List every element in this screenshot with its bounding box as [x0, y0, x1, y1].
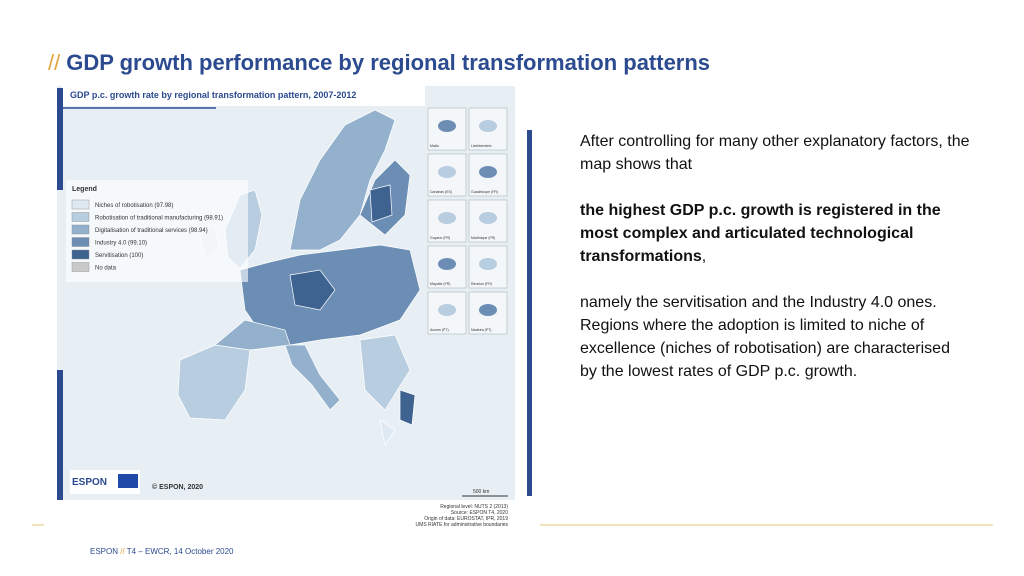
highlight-text: the highest GDP p.c. growth is registere… [580, 202, 941, 265]
legend-label: No data [95, 266, 117, 272]
inset-label: Malta [430, 144, 439, 148]
inset-label: Canarias (ES) [430, 190, 452, 194]
legend-swatch [71, 249, 90, 260]
inset-island [438, 258, 456, 270]
inset-island [438, 304, 456, 316]
body-paragraph: namely the servitisation and the Industr… [580, 294, 950, 380]
inset-label: Martinique (FR) [471, 236, 495, 240]
map-title: GDP p.c. growth rate by regional transfo… [70, 90, 356, 100]
legend-swatch [71, 224, 90, 235]
highlight-tail: , [701, 248, 707, 265]
title-text: GDP growth performance by regional trans… [66, 50, 711, 75]
accent-bar [527, 130, 532, 496]
inset-label: Liechtenstein [471, 144, 492, 148]
legend-box [66, 180, 248, 282]
accent-bar [57, 370, 63, 500]
espon-logo: ESPON [72, 477, 107, 488]
map-note: UMS RIATE for administrative boundaries [416, 522, 509, 528]
inset-frame [427, 199, 467, 243]
map-insets: Malta Liechtenstein Canarias (ES) Guadeloup… [427, 107, 508, 335]
legend-label: Digitalisation of traditional services (… [95, 228, 208, 234]
footer-brand: ESPON [90, 547, 119, 556]
legend-label: Niches of robotisation (97.98) [95, 203, 173, 209]
body-text: After controlling for many other explana… [580, 130, 970, 406]
inset-island [479, 166, 497, 178]
map-notes: Regional level: NUTS 2 (2013)Source: ESP… [416, 504, 509, 528]
inset-island [438, 212, 456, 224]
inset-island [479, 212, 497, 224]
legend-label: Servitisation (100) [95, 253, 143, 259]
accent-bar [57, 88, 63, 190]
legend-swatch [71, 199, 90, 210]
inset-island [479, 304, 497, 316]
inset-label: Madeira (PT) [471, 328, 491, 332]
highlight-paragraph: the highest GDP p.c. growth is registere… [580, 199, 970, 268]
slide-title: //GDP growth performance by regional tra… [48, 50, 710, 76]
inset-label: Guyane (FR) [430, 236, 450, 240]
inset-island [479, 120, 497, 132]
scale-label: 500 km [473, 489, 489, 495]
inset-island [479, 258, 497, 270]
eu-flag [118, 474, 138, 488]
map-copyright: © ESPON, 2020 [152, 483, 203, 491]
legend-label: Industry 4.0 (99.10) [95, 241, 147, 247]
footer-text: T4 – EWCR, 14 October 2020 [126, 547, 234, 556]
inset-label: Acores (PT) [430, 328, 449, 332]
legend-label: Robotisation of traditional manufacturin… [95, 216, 223, 222]
inset-island [438, 120, 456, 132]
legend-swatch [71, 212, 90, 222]
inset-island [438, 166, 456, 178]
inset-label: Reunion (FR) [471, 282, 492, 286]
map-title-band [62, 86, 425, 106]
map-note: Origin of data: EUROSTAT, IPR, 2019 [424, 516, 508, 522]
map-note: Regional level: NUTS 2 (2013) [440, 504, 508, 510]
legend-swatch [71, 262, 90, 272]
legend-swatch [71, 237, 90, 247]
map-note: Source: ESPON T4, 2020 [451, 510, 508, 516]
footer-separator: // [120, 547, 125, 556]
title-prefix: // [48, 50, 61, 75]
inset-label: Mayotte (FR) [430, 282, 450, 286]
inset-label: Guadeloupe (FR) [471, 190, 498, 194]
intro-paragraph: After controlling for many other explana… [580, 133, 970, 173]
map-legend: Legend Niches of robotisation (97.98) Robo… [66, 180, 248, 282]
legend-title: Legend [72, 186, 97, 193]
footer: ESPON // T4 – EWCR, 14 October 2020 [90, 547, 234, 556]
